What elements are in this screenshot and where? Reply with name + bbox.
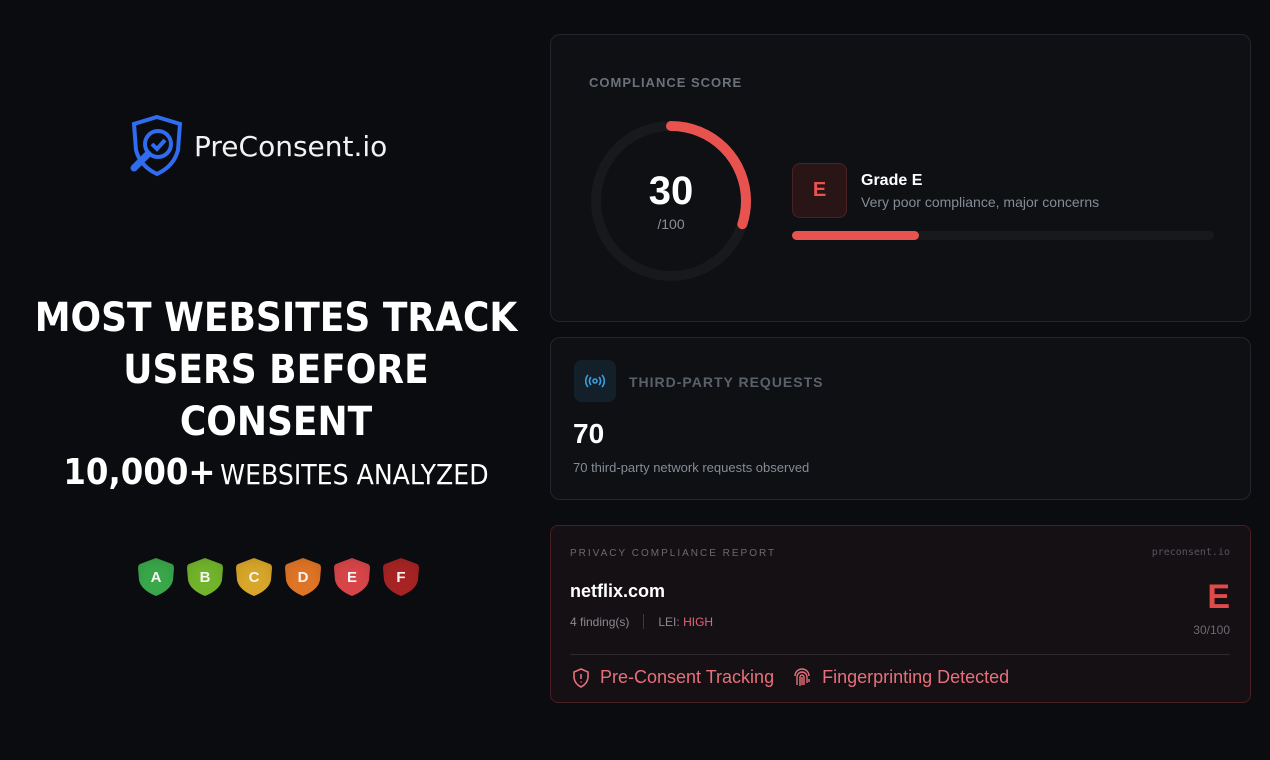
hero-stat: 10,000+ WEBSITES ANALYZED bbox=[28, 452, 525, 493]
fingerprint-icon bbox=[794, 667, 810, 686]
report-tags: Pre-Consent Tracking Fingerprinting Dete… bbox=[572, 667, 1009, 688]
headline-line-2: USERS BEFORE CONSENT bbox=[123, 347, 429, 445]
report-brand: preconsent.io bbox=[1151, 547, 1230, 558]
score-ring bbox=[591, 121, 751, 281]
score-progress-bar bbox=[792, 231, 1214, 240]
score-value: 30 bbox=[648, 169, 694, 213]
lei-label: LEI: bbox=[658, 614, 680, 629]
grade-badge-e: E bbox=[334, 558, 370, 596]
lei-value: HIGH bbox=[683, 614, 714, 629]
brand-logo: PreConsent.io bbox=[128, 114, 387, 178]
grade-title: Grade E bbox=[861, 172, 923, 189]
grade-badge-f: F bbox=[383, 558, 419, 596]
requests-label: THIRD-PARTY REQUESTS bbox=[629, 374, 824, 390]
stat-number: 10,000+ bbox=[63, 452, 216, 493]
grade-description: Very poor compliance, major concerns bbox=[861, 194, 1100, 210]
broadcast-icon bbox=[574, 360, 616, 402]
score-label: COMPLIANCE SCORE bbox=[589, 75, 743, 90]
report-domain: netflix.com bbox=[570, 581, 666, 601]
divider bbox=[643, 614, 645, 629]
tag-text: Pre-Consent Tracking bbox=[600, 667, 775, 687]
tag-fingerprinting-detected: Fingerprinting Detected bbox=[792, 667, 1009, 688]
report-score: 30/100 bbox=[1193, 623, 1230, 637]
compliance-score-card: COMPLIANCE SCORE 30 /100 E Grade E Very … bbox=[550, 34, 1251, 322]
tag-text: Fingerprinting Detected bbox=[822, 667, 1010, 687]
divider bbox=[570, 654, 1230, 655]
score-max: /100 bbox=[657, 216, 685, 232]
findings-count: 4 finding(s) bbox=[570, 614, 630, 629]
requests-description: 70 third-party network requests observed bbox=[573, 460, 810, 475]
stat-text: WEBSITES ANALYZED bbox=[220, 458, 489, 491]
brand-name: PreConsent.io bbox=[194, 129, 388, 163]
hero-headline: MOST WEBSITES TRACK USERS BEFORE CONSENT bbox=[28, 292, 525, 448]
grade-badge-a: A bbox=[138, 558, 174, 596]
third-party-requests-card: THIRD-PARTY REQUESTS 70 70 third-party n… bbox=[550, 337, 1251, 500]
report-meta: 4 finding(s) LEI: HIGH bbox=[570, 614, 713, 629]
privacy-report-card: PRIVACY COMPLIANCE REPORT preconsent.io … bbox=[550, 525, 1251, 703]
grade-box: E bbox=[792, 163, 847, 218]
report-label: PRIVACY COMPLIANCE REPORT bbox=[570, 548, 777, 559]
report-grade: E bbox=[1207, 578, 1230, 616]
requests-value: 70 bbox=[573, 418, 605, 449]
tag-pre-consent-tracking: Pre-Consent Tracking bbox=[572, 667, 774, 688]
headline-line-1: MOST WEBSITES TRACK bbox=[34, 295, 518, 341]
shield-magnifier-check-icon bbox=[130, 114, 183, 177]
grade-badge-c: C bbox=[236, 558, 272, 596]
grade-badge-b: B bbox=[187, 558, 223, 596]
score-progress-fill bbox=[792, 231, 919, 240]
grade-badge-d: D bbox=[285, 558, 321, 596]
shield-alert-icon bbox=[573, 667, 589, 688]
